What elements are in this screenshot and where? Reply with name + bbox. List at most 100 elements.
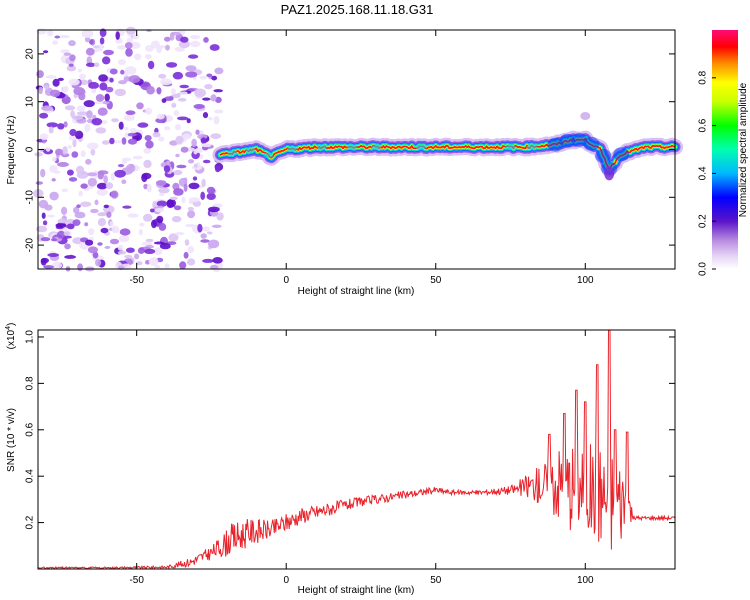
noise-speckle xyxy=(141,172,152,180)
noise-speckle xyxy=(103,49,114,56)
noise-speckle xyxy=(97,170,104,180)
noise-speckle xyxy=(206,186,216,194)
noise-speckle xyxy=(164,36,171,42)
noise-speckle xyxy=(69,128,77,137)
noise-speckle xyxy=(97,107,108,116)
noise-speckle xyxy=(187,210,196,219)
noise-speckle xyxy=(137,247,145,254)
noise-speckle xyxy=(188,197,200,203)
noise-speckle xyxy=(118,80,127,85)
noise-speckle xyxy=(102,100,110,105)
noise-speckle xyxy=(76,105,86,112)
noise-speckle xyxy=(129,128,137,133)
noise-speckle xyxy=(80,183,88,189)
noise-speckle xyxy=(75,165,85,174)
noise-speckle xyxy=(156,215,164,224)
noise-speckle xyxy=(64,105,76,111)
noise-speckle xyxy=(120,69,125,75)
noise-speckle xyxy=(100,120,108,125)
colorbar-tick-label: 0.6 xyxy=(698,118,709,132)
noise-speckle xyxy=(84,123,91,133)
noise-speckle xyxy=(84,222,89,227)
noise-speckle xyxy=(159,192,165,197)
noise-speckle xyxy=(85,239,94,246)
snr-frame xyxy=(37,329,676,570)
signal-blob xyxy=(245,147,256,154)
noise-speckle xyxy=(158,136,165,142)
noise-speckle xyxy=(202,258,214,263)
noise-speckle xyxy=(85,47,95,56)
noise-speckle xyxy=(91,118,103,126)
y-tick-label: -10 xyxy=(25,190,36,205)
x-tick-label: 0 xyxy=(283,575,289,586)
noise-speckle xyxy=(160,78,172,86)
noise-speckle xyxy=(68,63,74,67)
noise-speckle xyxy=(148,257,159,266)
signal-blob xyxy=(370,144,381,151)
noise-speckle xyxy=(63,121,68,128)
noise-speckle xyxy=(211,75,218,81)
noise-speckle xyxy=(110,172,115,181)
noise-speckle xyxy=(94,101,106,105)
noise-speckle xyxy=(40,257,50,264)
noise-speckle xyxy=(90,148,96,156)
snr-y-ticks: 0.2 0.4 0.6 0.8 1.0 xyxy=(25,330,675,530)
noise-speckle xyxy=(164,263,170,269)
noise-speckle xyxy=(118,121,124,130)
noise-speckle xyxy=(132,155,143,160)
noise-speckle xyxy=(208,239,220,249)
noise-speckle xyxy=(57,123,65,130)
y-tick-label: 0 xyxy=(25,146,36,152)
noise-speckle xyxy=(143,213,153,222)
noise-speckle xyxy=(188,182,200,190)
noise-speckle xyxy=(193,104,205,109)
noise-speckle xyxy=(113,140,123,144)
snr-y-multiplier: (x104) xyxy=(5,323,17,350)
noise-speckle xyxy=(183,183,188,192)
noise-speckle xyxy=(193,148,198,155)
noise-speckle xyxy=(202,97,211,101)
spectrogram-x-ticks: -50 0 50 100 xyxy=(129,30,594,286)
noise-speckle xyxy=(170,31,181,36)
noise-speckle xyxy=(117,164,125,168)
noise-speckle xyxy=(109,238,120,245)
noise-speckle xyxy=(41,105,54,111)
noise-speckle xyxy=(126,163,136,173)
noise-speckle xyxy=(81,30,94,38)
snr-series-line xyxy=(37,329,676,570)
signal-blob xyxy=(317,144,328,151)
noise-speckle xyxy=(96,182,108,190)
noise-speckle xyxy=(95,259,102,267)
noise-speckle xyxy=(184,239,190,246)
noise-speckle xyxy=(127,213,139,218)
noise-speckle xyxy=(201,178,206,188)
noise-speckle xyxy=(114,88,127,97)
colorbar-tick-label: 0.0 xyxy=(698,262,709,276)
noise-speckle xyxy=(154,264,161,270)
colorbar-label: Normalized spectral amplitude xyxy=(738,82,749,217)
noise-speckle xyxy=(68,177,78,182)
noise-speckle xyxy=(80,150,86,158)
signal-blob xyxy=(595,148,612,163)
noise-speckle xyxy=(163,165,171,173)
noise-speckle xyxy=(63,231,69,236)
snr-background xyxy=(38,330,675,569)
noise-speckle xyxy=(47,29,53,37)
noise-speckle xyxy=(145,140,154,149)
noise-speckle xyxy=(74,130,84,139)
noise-speckle xyxy=(49,191,59,201)
signal-blob xyxy=(287,146,298,152)
noise-speckle xyxy=(55,223,67,228)
noise-speckle xyxy=(115,31,120,40)
signal-blob xyxy=(263,152,274,159)
x-tick-label: 0 xyxy=(283,275,289,286)
noise-speckle xyxy=(104,245,111,249)
noise-speckle xyxy=(66,223,75,230)
noise-speckle xyxy=(139,222,145,227)
noise-speckle xyxy=(41,212,46,219)
noise-speckle xyxy=(40,168,46,178)
signal-blob xyxy=(559,133,576,148)
signal-blob xyxy=(505,144,516,151)
noise-speckle xyxy=(94,199,99,206)
x-tick-label: 50 xyxy=(430,275,442,286)
